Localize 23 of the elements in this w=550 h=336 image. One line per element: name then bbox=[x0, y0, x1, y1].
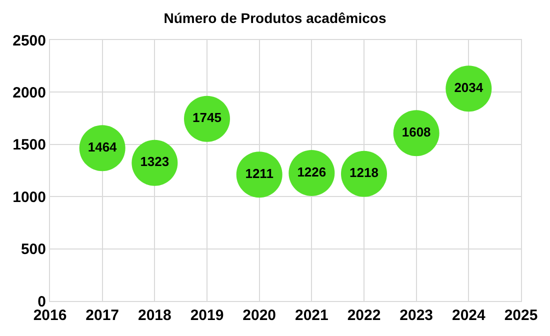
data-label: 1464 bbox=[88, 139, 118, 154]
x-tick-label: 2018 bbox=[138, 307, 172, 324]
data-label: 1226 bbox=[297, 164, 326, 180]
y-tick-label: 1500 bbox=[12, 136, 46, 154]
y-tick-label: 1000 bbox=[12, 188, 46, 206]
x-tick-label: 2024 bbox=[452, 307, 486, 324]
y-tick-label: 2000 bbox=[12, 84, 46, 102]
data-label: 1323 bbox=[140, 154, 170, 170]
data-label: 1745 bbox=[192, 110, 222, 126]
x-tick-label: 2019 bbox=[190, 307, 224, 324]
data-label: 1608 bbox=[402, 124, 431, 140]
data-label: 2034 bbox=[454, 80, 484, 95]
data-label: 1218 bbox=[350, 165, 378, 180]
x-tick-label: 2022 bbox=[347, 307, 381, 324]
chart-title: Número de Produtos acadêmicos bbox=[164, 10, 386, 26]
y-tick-label: 2500 bbox=[12, 32, 46, 50]
data-label: 1211 bbox=[245, 166, 274, 181]
x-tick-label: 2017 bbox=[86, 307, 120, 324]
x-tick-label: 2023 bbox=[400, 307, 434, 324]
x-tick-label: 2025 bbox=[504, 307, 538, 324]
y-tick-label: 500 bbox=[20, 241, 46, 258]
x-tick-label: 2021 bbox=[294, 307, 328, 324]
x-tick-label: 2020 bbox=[242, 307, 276, 324]
